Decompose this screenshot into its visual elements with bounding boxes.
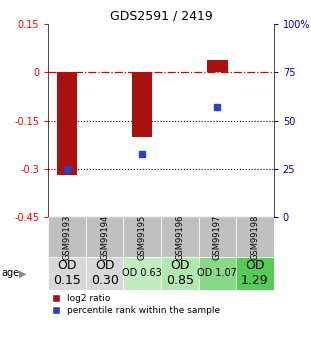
Text: OD
0.85: OD 0.85 — [166, 259, 194, 287]
Text: OD 1.07: OD 1.07 — [197, 268, 237, 278]
Text: OD 0.63: OD 0.63 — [122, 268, 162, 278]
Bar — [123, 257, 161, 290]
Text: GSM99194: GSM99194 — [100, 215, 109, 260]
Bar — [161, 217, 198, 257]
Text: OD
0.15: OD 0.15 — [53, 259, 81, 287]
Bar — [48, 217, 86, 257]
Bar — [48, 257, 86, 290]
Bar — [236, 257, 274, 290]
Text: age: age — [1, 268, 19, 278]
Text: GSM99198: GSM99198 — [250, 215, 259, 260]
Bar — [123, 217, 161, 257]
Bar — [198, 217, 236, 257]
Text: GSM99195: GSM99195 — [138, 215, 147, 260]
Text: GSM99197: GSM99197 — [213, 215, 222, 260]
Bar — [57, 72, 77, 176]
Bar — [161, 257, 198, 290]
Legend: log2 ratio, percentile rank within the sample: log2 ratio, percentile rank within the s… — [53, 294, 220, 315]
Text: OD
0.30: OD 0.30 — [91, 259, 118, 287]
Text: OD
1.29: OD 1.29 — [241, 259, 269, 287]
Title: GDS2591 / 2419: GDS2591 / 2419 — [109, 10, 212, 23]
Bar — [207, 60, 228, 72]
Bar — [86, 217, 123, 257]
Bar — [86, 257, 123, 290]
Bar — [236, 217, 274, 257]
Text: GSM99193: GSM99193 — [63, 215, 72, 260]
Text: GSM99196: GSM99196 — [175, 215, 184, 260]
Bar — [132, 72, 152, 137]
Bar — [198, 257, 236, 290]
Text: ▶: ▶ — [19, 268, 27, 278]
